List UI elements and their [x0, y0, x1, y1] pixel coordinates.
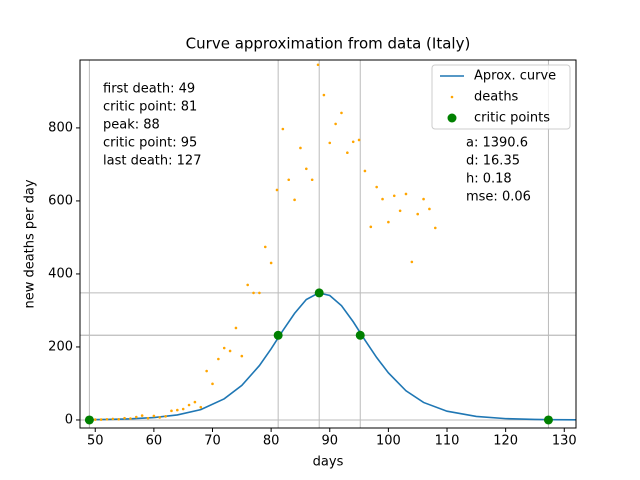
legend-swatch	[447, 113, 457, 123]
annotation: d: 16.35	[466, 154, 520, 169]
point	[310, 178, 314, 182]
legend-label: critic points	[474, 111, 550, 126]
point	[422, 197, 425, 201]
x-tick-label: 50	[87, 434, 104, 449]
point	[123, 416, 126, 420]
point	[305, 167, 308, 171]
point	[381, 197, 384, 201]
point	[205, 369, 208, 373]
annotation: critic point: 95	[103, 136, 197, 151]
annotation: a: 1390.6	[466, 136, 528, 151]
annotation: first death: 49	[103, 82, 195, 97]
annotation: mse: 0.06	[466, 190, 531, 205]
point	[428, 207, 431, 211]
x-tick-label: 110	[435, 434, 460, 449]
point	[99, 418, 103, 421]
x-tick-label: 90	[321, 434, 338, 449]
point	[410, 260, 414, 264]
point	[152, 414, 156, 418]
point	[93, 418, 97, 421]
point	[134, 415, 138, 419]
x-tick-label: 130	[552, 434, 577, 449]
point	[140, 414, 144, 417]
annotation: critic point: 81	[103, 100, 197, 115]
point	[252, 291, 255, 295]
annotation: last death: 127	[103, 154, 201, 169]
annotation: h: 0.18	[466, 172, 512, 187]
point	[355, 330, 365, 340]
y-tick-label: 200	[48, 339, 73, 354]
point	[146, 416, 150, 420]
point	[299, 146, 302, 150]
point	[346, 151, 349, 155]
point	[363, 169, 367, 173]
point	[334, 122, 337, 126]
x-tick-label: 100	[376, 434, 401, 449]
point	[164, 415, 167, 418]
point	[234, 326, 238, 330]
point	[269, 261, 273, 265]
point	[392, 194, 396, 198]
y-tick-label: 0	[65, 412, 73, 427]
legend-label: Aprox. curve	[474, 69, 556, 84]
point	[543, 415, 553, 425]
point	[316, 63, 320, 67]
point	[170, 409, 173, 413]
point	[369, 225, 373, 229]
point	[314, 288, 324, 298]
plot-frame	[79, 59, 577, 429]
point	[84, 415, 94, 425]
point	[273, 330, 283, 340]
legend-swatch	[450, 95, 454, 99]
point	[293, 198, 296, 202]
point	[222, 346, 226, 350]
point	[340, 111, 343, 115]
x-tick-label: 70	[204, 434, 221, 449]
point	[357, 138, 361, 142]
point	[129, 417, 132, 420]
point	[217, 357, 220, 361]
y-tick-label: 600	[48, 193, 73, 208]
x-tick-label: 80	[263, 434, 280, 449]
point	[398, 209, 402, 213]
point	[416, 212, 420, 216]
point	[433, 226, 437, 230]
x-axis-label: days	[313, 455, 344, 470]
legend-box	[431, 64, 571, 130]
point	[351, 140, 355, 144]
x-tick-label: 120	[493, 434, 518, 449]
x-tick-label: 60	[146, 434, 163, 449]
point	[117, 417, 120, 421]
legend-label: deaths	[474, 90, 519, 105]
point	[328, 141, 332, 145]
annotation: peak: 88	[103, 118, 160, 133]
point	[158, 416, 162, 419]
y-tick-label: 800	[48, 120, 73, 135]
point	[387, 220, 390, 224]
point	[176, 408, 179, 412]
point	[187, 403, 191, 407]
point	[228, 349, 232, 353]
y-axis-label: new deaths per day	[23, 179, 38, 308]
y-tick-label: 400	[48, 266, 73, 281]
point	[199, 405, 203, 409]
point	[211, 382, 214, 386]
point	[375, 185, 378, 189]
point	[322, 93, 326, 97]
point	[281, 127, 285, 131]
point	[263, 245, 267, 249]
point	[240, 354, 244, 358]
point	[193, 400, 197, 404]
point	[404, 192, 408, 196]
point	[246, 283, 249, 287]
point	[111, 417, 115, 421]
point	[275, 188, 279, 192]
chart-title: Curve approximation from data (Italy)	[186, 35, 471, 53]
point	[258, 291, 261, 295]
point	[105, 417, 109, 421]
point	[181, 407, 185, 411]
point	[287, 178, 291, 182]
